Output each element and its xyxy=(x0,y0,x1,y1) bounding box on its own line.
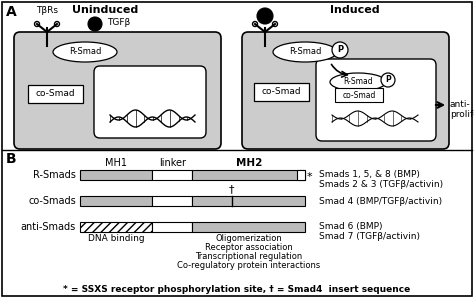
FancyBboxPatch shape xyxy=(14,32,221,149)
Text: Transcriptional regulation: Transcriptional regulation xyxy=(195,252,302,261)
Bar xyxy=(192,170,305,180)
Text: anti-
proliferation: anti- proliferation xyxy=(450,100,474,119)
Text: anti-Smads: anti-Smads xyxy=(21,222,76,232)
Bar xyxy=(80,222,152,232)
Text: co-Smad: co-Smad xyxy=(35,89,75,99)
FancyBboxPatch shape xyxy=(242,32,449,149)
Text: Smads 2 & 3 (TGFβ/activin): Smads 2 & 3 (TGFβ/activin) xyxy=(319,180,443,189)
Bar xyxy=(335,88,383,102)
Ellipse shape xyxy=(330,73,386,91)
Bar xyxy=(152,222,192,232)
Text: Receptor association: Receptor association xyxy=(205,243,292,252)
Text: MH1: MH1 xyxy=(105,158,127,168)
Ellipse shape xyxy=(273,42,337,62)
Text: TβRs: TβRs xyxy=(36,6,58,15)
Text: co-Smad: co-Smad xyxy=(261,88,301,97)
Text: Smad 4 (BMP/TGFβ/activin): Smad 4 (BMP/TGFβ/activin) xyxy=(319,196,442,206)
Circle shape xyxy=(257,8,273,24)
Text: R-Smad: R-Smad xyxy=(289,47,321,57)
Circle shape xyxy=(332,42,348,58)
Text: R-Smad: R-Smad xyxy=(343,77,373,86)
Text: co-Smad: co-Smad xyxy=(342,91,376,100)
Text: A: A xyxy=(6,5,17,19)
Text: Uninduced: Uninduced xyxy=(72,5,138,15)
Bar xyxy=(192,196,305,206)
Text: Co-regulatory protein interactions: Co-regulatory protein interactions xyxy=(177,261,320,270)
Circle shape xyxy=(55,21,60,27)
Text: †: † xyxy=(229,184,235,194)
Text: P: P xyxy=(337,46,343,55)
Text: Smads 1, 5, & 8 (BMP): Smads 1, 5, & 8 (BMP) xyxy=(319,170,420,179)
Text: P: P xyxy=(385,75,391,85)
Bar xyxy=(192,222,305,232)
Text: * = SSXS receptor phosphorylation site, † = Smad4  insert sequence: * = SSXS receptor phosphorylation site, … xyxy=(64,285,410,294)
Bar xyxy=(28,85,83,103)
Circle shape xyxy=(253,21,257,27)
Text: *: * xyxy=(307,172,313,182)
Text: R-Smads: R-Smads xyxy=(33,170,76,180)
Text: linker: linker xyxy=(159,158,186,168)
Bar xyxy=(80,196,152,206)
FancyBboxPatch shape xyxy=(316,59,436,141)
Text: MH2: MH2 xyxy=(236,158,262,168)
Text: Smad 6 (BMP): Smad 6 (BMP) xyxy=(319,222,383,231)
Text: R-Smad: R-Smad xyxy=(69,47,101,57)
Text: Induced: Induced xyxy=(330,5,380,15)
Text: Smad 7 (TGFβ/activin): Smad 7 (TGFβ/activin) xyxy=(319,232,420,241)
Ellipse shape xyxy=(53,42,117,62)
Bar xyxy=(152,170,192,180)
Bar xyxy=(254,83,309,101)
Text: co-Smads: co-Smads xyxy=(28,196,76,206)
Bar xyxy=(297,170,305,180)
Bar xyxy=(80,170,152,180)
Circle shape xyxy=(88,17,102,31)
Circle shape xyxy=(35,21,39,27)
FancyBboxPatch shape xyxy=(94,66,206,138)
Text: B: B xyxy=(6,152,17,166)
Bar xyxy=(152,196,192,206)
Circle shape xyxy=(381,73,395,87)
Text: DNA binding: DNA binding xyxy=(88,234,144,243)
Text: Oligomerization: Oligomerization xyxy=(215,234,282,243)
Circle shape xyxy=(273,21,277,27)
Text: TGFβ: TGFβ xyxy=(107,18,130,27)
